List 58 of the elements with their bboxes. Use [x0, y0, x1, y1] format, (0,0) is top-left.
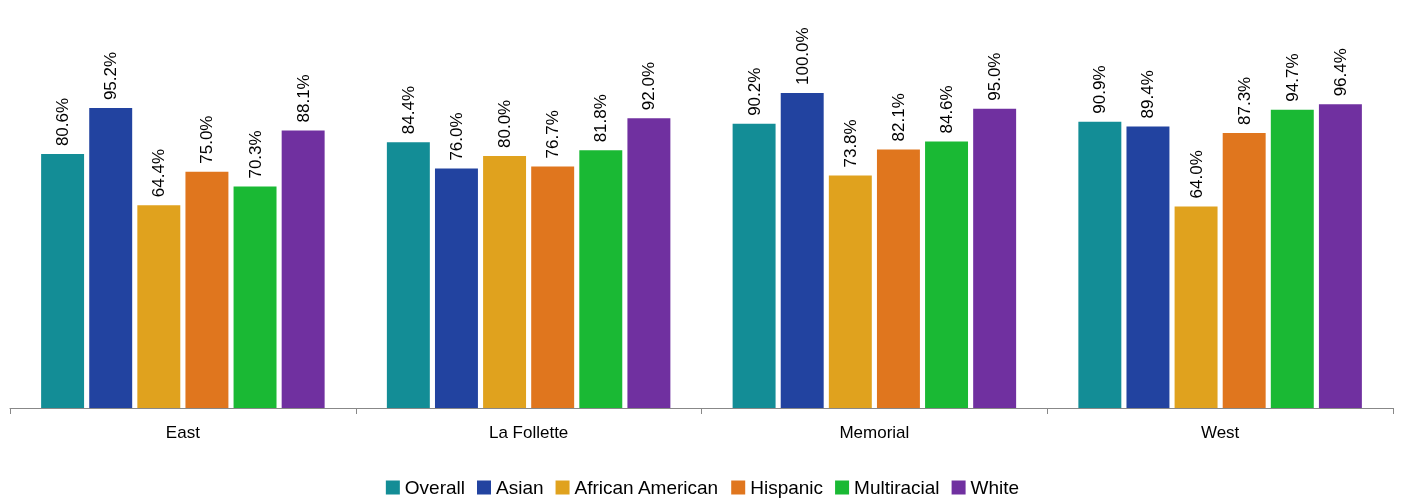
- bar: [89, 108, 133, 408]
- x-tick-label: Memorial: [839, 423, 910, 442]
- data-label: 94.7%: [1282, 53, 1302, 102]
- bar: [1126, 126, 1170, 408]
- legend-label: Hispanic: [750, 477, 824, 498]
- bar: [780, 93, 824, 408]
- bar: [579, 150, 623, 408]
- data-label: 70.3%: [245, 130, 265, 179]
- bar: [925, 141, 969, 408]
- bar: [627, 118, 671, 408]
- legend-label: Overall: [404, 477, 466, 498]
- data-label: 96.4%: [1330, 48, 1350, 97]
- data-label: 89.4%: [1138, 70, 1158, 119]
- data-label: 88.1%: [293, 74, 313, 123]
- data-label: 75.0%: [197, 115, 217, 164]
- bar: [137, 205, 181, 408]
- bar: [828, 175, 872, 408]
- data-label: 76.7%: [543, 110, 563, 159]
- data-label: 81.8%: [591, 94, 611, 143]
- data-label: 90.2%: [744, 67, 764, 116]
- bar: [185, 171, 229, 408]
- legend-label: Multiracial: [854, 477, 940, 498]
- data-label: 82.1%: [888, 93, 908, 142]
- data-label: 84.6%: [937, 85, 957, 134]
- legend-label: White: [970, 477, 1020, 498]
- bar: [1174, 206, 1218, 408]
- data-label: 84.4%: [398, 85, 418, 135]
- bar: [876, 149, 920, 408]
- data-label: 95.0%: [985, 52, 1005, 101]
- data-label: 90.9%: [1090, 65, 1110, 114]
- data-label: 80.0%: [495, 99, 515, 148]
- legend-label: Asian: [496, 477, 544, 498]
- bar: [233, 186, 277, 408]
- bar: [41, 154, 85, 408]
- bar: [386, 142, 430, 408]
- data-label: 64.4%: [149, 148, 169, 198]
- data-label: 100.0%: [792, 27, 812, 85]
- data-label: 76.0%: [446, 112, 466, 161]
- x-tick-label: La Follette: [488, 423, 569, 442]
- bar: [483, 156, 527, 408]
- data-label: 92.0%: [639, 62, 659, 111]
- bar: [973, 108, 1017, 408]
- bar: [1222, 133, 1266, 408]
- bar: [434, 168, 478, 408]
- legend-label: African American: [574, 477, 719, 498]
- data-label: 87.3%: [1234, 76, 1254, 125]
- x-tick-label: West: [1200, 423, 1240, 442]
- bar: [531, 166, 575, 408]
- data-label: 64.0%: [1186, 150, 1206, 199]
- data-label: 73.8%: [840, 119, 860, 168]
- data-label: 95.2%: [101, 51, 121, 101]
- bar: [281, 130, 325, 408]
- bar: [1270, 109, 1314, 408]
- x-tick-label: East: [165, 423, 201, 442]
- bar: [1078, 121, 1122, 408]
- bar: [1318, 104, 1362, 408]
- data-label: 80.6%: [53, 97, 73, 147]
- bar: [732, 123, 776, 408]
